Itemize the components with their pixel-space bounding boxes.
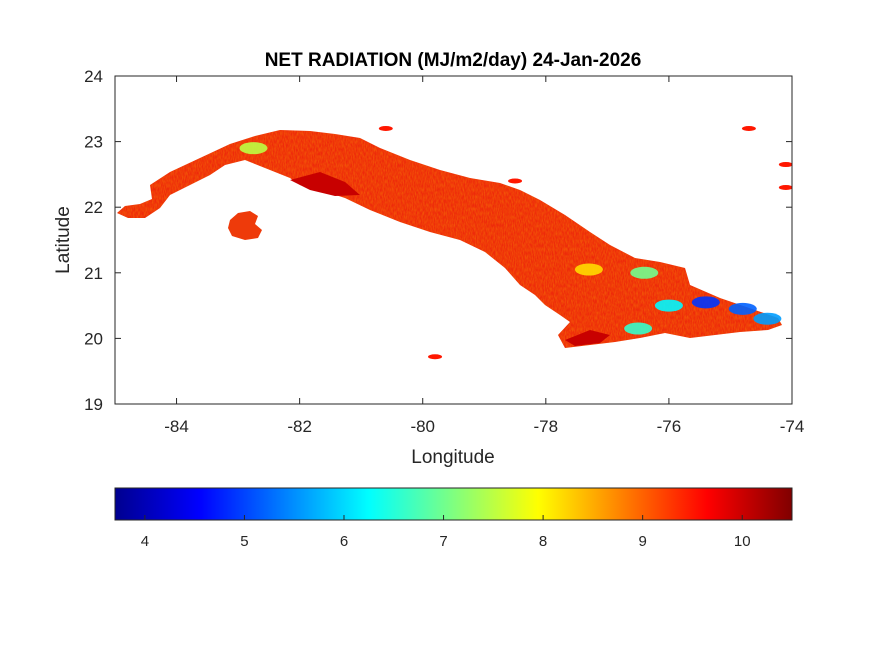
main-island-texture	[117, 130, 782, 348]
colorbar-tick-label: 8	[539, 533, 547, 550]
x-tick-label: -80	[410, 417, 435, 436]
y-axis-label: Latitude	[53, 206, 74, 274]
y-tick-label: 19	[84, 395, 103, 414]
axes-frame	[114, 75, 793, 405]
x-tick-label: -82	[287, 417, 312, 436]
colorbar-tick-label: 6	[340, 533, 348, 550]
isla-juventud-region	[228, 211, 262, 240]
y-tick-label: 22	[84, 198, 103, 217]
x-tick-label: -84	[164, 417, 189, 436]
hotspot-cell	[654, 299, 683, 312]
colorbar	[114, 487, 793, 521]
y-tick-label: 20	[84, 329, 103, 348]
hotspot-layer	[239, 142, 782, 335]
y-tick-label: 23	[84, 133, 103, 152]
hotspot-cell	[239, 142, 268, 155]
x-axis-label: Longitude	[411, 447, 494, 468]
y-tick-label: 24	[84, 67, 103, 86]
hotspot-cell	[728, 302, 757, 315]
plot-area	[117, 125, 792, 360]
colorbar-tick-label: 7	[439, 533, 447, 550]
x-tick-label: -74	[780, 417, 805, 436]
islet-cell	[741, 125, 756, 131]
hotspot-cell	[624, 322, 653, 335]
y-axis-ticks: 19 20 21 22 23 24	[84, 67, 792, 414]
hotspot-cell	[574, 263, 603, 276]
hotspot-cell	[630, 266, 659, 279]
islet-layer	[378, 125, 792, 360]
dark-patch-north	[290, 172, 360, 196]
islet-cell	[378, 125, 393, 131]
y-tick-label: 21	[84, 264, 103, 283]
chart-title: NET RADIATION (MJ/m2/day) 24-Jan-2026	[265, 50, 642, 71]
islet-cell	[508, 178, 523, 184]
colorbar-tick-label: 4	[141, 533, 149, 550]
colorbar-tick-label: 9	[638, 533, 646, 550]
hotspot-cell	[691, 296, 720, 309]
islet-cell	[778, 162, 792, 168]
hotspot-cell	[753, 312, 782, 325]
dark-patch-south-east	[565, 330, 610, 346]
x-tick-label: -78	[534, 417, 559, 436]
colorbar-tick-label: 10	[734, 533, 751, 550]
x-tick-label: -76	[657, 417, 682, 436]
islet-cell	[428, 354, 443, 360]
islet-cell	[778, 185, 792, 191]
colorbar-tick-label: 5	[240, 533, 248, 550]
x-axis-ticks: -84 -82 -80 -78 -76 -74	[164, 76, 804, 436]
colorbar-ticks: 4 5 6 7 8 9 10	[141, 515, 751, 550]
